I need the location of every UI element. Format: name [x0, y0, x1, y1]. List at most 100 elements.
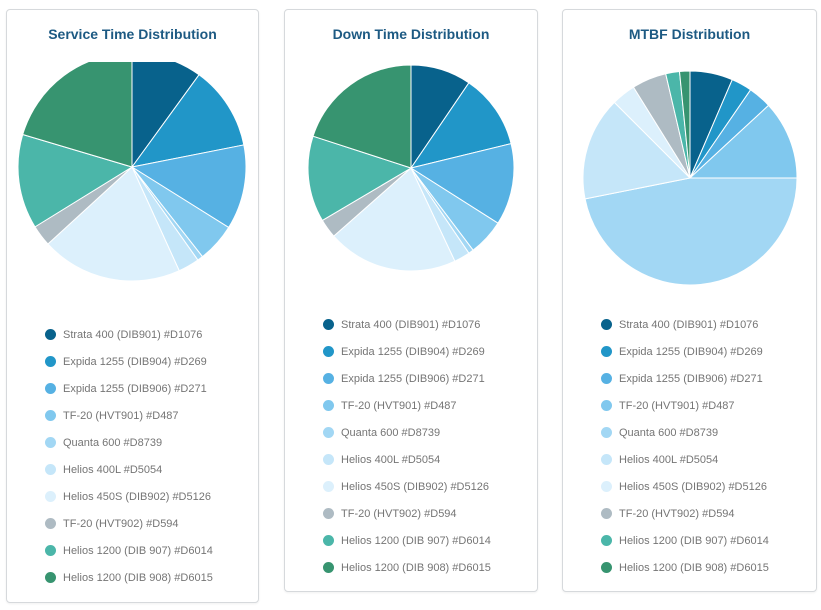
legend-item[interactable]: Helios 400L #D5054 [45, 456, 213, 483]
legend-swatch-icon [45, 383, 56, 394]
legend-item[interactable]: Helios 450S (DIB902) #D5126 [45, 483, 213, 510]
legend-item[interactable]: Expida 1255 (DIB904) #D269 [601, 338, 769, 365]
legend-label: Helios 1200 (DIB 908) #D6015 [619, 561, 769, 574]
pie-slice[interactable] [22, 62, 133, 168]
legend-label: TF-20 (HVT901) #D487 [63, 409, 179, 422]
pie-slice[interactable] [131, 62, 200, 169]
pie-slice[interactable] [333, 167, 456, 272]
service-time-pie [17, 62, 247, 282]
legend-item[interactable]: TF-20 (HVT902) #D594 [323, 500, 491, 527]
legend-item[interactable]: Expida 1255 (DIB906) #D271 [601, 365, 769, 392]
legend-swatch-icon [323, 535, 334, 546]
chart-title: MTBF Distribution [628, 26, 751, 42]
legend-item[interactable]: TF-20 (HVT901) #D487 [601, 392, 769, 419]
legend-swatch-icon [323, 427, 334, 438]
legend-swatch-icon [45, 356, 56, 367]
legend-swatch-icon [45, 545, 56, 556]
legend-item[interactable]: TF-20 (HVT902) #D594 [601, 500, 769, 527]
legend-swatch-icon [45, 572, 56, 583]
pie-slice[interactable] [312, 64, 412, 169]
legend-label: Expida 1255 (DIB906) #D271 [619, 372, 763, 385]
legend-item[interactable]: Helios 400L #D5054 [323, 446, 491, 473]
legend-item[interactable]: Expida 1255 (DIB904) #D269 [45, 348, 213, 375]
legend-item[interactable]: Strata 400 (DIB901) #D1076 [601, 311, 769, 338]
legend-item[interactable]: Strata 400 (DIB901) #D1076 [323, 311, 491, 338]
legend-swatch-icon [601, 454, 612, 465]
pie-slice[interactable] [307, 135, 413, 222]
legend-swatch-icon [323, 481, 334, 492]
down-time-pie [307, 64, 515, 272]
legend-label: TF-20 (HVT901) #D487 [619, 399, 735, 412]
legend-label: Expida 1255 (DIB904) #D269 [341, 345, 485, 358]
legend-label: Helios 450S (DIB902) #D5126 [63, 490, 211, 503]
pie-slice[interactable] [130, 74, 245, 168]
pie-slice[interactable] [582, 101, 692, 200]
legend-swatch-icon [45, 437, 56, 448]
legend-label: Strata 400 (DIB901) #D1076 [619, 318, 759, 331]
legend-item[interactable]: TF-20 (HVT901) #D487 [323, 392, 491, 419]
legend-item[interactable]: Helios 400L #D5054 [601, 446, 769, 473]
pie-slice[interactable] [17, 133, 134, 228]
legend-label: TF-20 (HVT902) #D594 [341, 507, 457, 520]
legend-item[interactable]: Helios 1200 (DIB 908) #D6015 [323, 554, 491, 581]
legend-swatch-icon [601, 346, 612, 357]
legend-label: Helios 1200 (DIB 907) #D6014 [341, 534, 491, 547]
legend-item[interactable]: Quanta 600 #D8739 [601, 419, 769, 446]
legend-label: Helios 400L #D5054 [619, 453, 719, 466]
legend-item[interactable]: Helios 1200 (DIB 908) #D6015 [601, 554, 769, 581]
mtbf-legend: Strata 400 (DIB901) #D1076 Expida 1255 (D… [601, 311, 769, 581]
legend-item[interactable]: Helios 450S (DIB902) #D5126 [323, 473, 491, 500]
legend-swatch-icon [45, 491, 56, 502]
legend-item[interactable]: Helios 1200 (DIB 907) #D6014 [601, 527, 769, 554]
legend-swatch-icon [601, 535, 612, 546]
legend-swatch-icon [601, 427, 612, 438]
legend-label: TF-20 (HVT902) #D594 [63, 517, 179, 530]
legend-swatch-icon [323, 454, 334, 465]
legend-label: Helios 1200 (DIB 907) #D6014 [619, 534, 769, 547]
service-time-card: Service Time Distribution Strata 400 (DI… [6, 9, 259, 603]
legend-item[interactable]: Helios 450S (DIB902) #D5126 [601, 473, 769, 500]
legend-swatch-icon [323, 346, 334, 357]
pie-slice[interactable] [130, 144, 247, 229]
pie-slice[interactable] [47, 166, 180, 282]
legend-item[interactable]: Helios 1200 (DIB 907) #D6014 [323, 527, 491, 554]
legend-item[interactable]: Strata 400 (DIB901) #D1076 [45, 321, 213, 348]
mtbf-card: MTBF Distribution Strata 400 (DIB901) #D… [562, 9, 817, 592]
pie-slice[interactable] [584, 177, 798, 286]
legend-item[interactable]: TF-20 (HVT902) #D594 [45, 510, 213, 537]
legend-label: TF-20 (HVT901) #D487 [341, 399, 457, 412]
legend-swatch-icon [323, 319, 334, 330]
legend-item[interactable]: Quanta 600 #D8739 [323, 419, 491, 446]
legend-item[interactable]: TF-20 (HVT901) #D487 [45, 402, 213, 429]
legend-label: Helios 1200 (DIB 907) #D6014 [63, 544, 213, 557]
legend-item[interactable]: Expida 1255 (DIB906) #D271 [45, 375, 213, 402]
pie-slice[interactable] [409, 143, 515, 224]
legend-label: Expida 1255 (DIB906) #D271 [63, 382, 207, 395]
legend-swatch-icon [601, 373, 612, 384]
legend-swatch-icon [601, 481, 612, 492]
legend-item[interactable]: Helios 1200 (DIB 908) #D6015 [45, 564, 213, 591]
legend-label: Expida 1255 (DIB904) #D269 [63, 355, 207, 368]
pie-slice[interactable] [678, 70, 691, 179]
legend-swatch-icon [45, 518, 56, 529]
legend-label: Quanta 600 #D8739 [63, 436, 163, 449]
legend-swatch-icon [601, 508, 612, 519]
down-time-card: Down Time Distribution Strata 400 (DIB90… [284, 9, 538, 592]
legend-label: Quanta 600 #D8739 [341, 426, 441, 439]
legend-label: Helios 1200 (DIB 908) #D6015 [341, 561, 491, 574]
legend-item[interactable]: Quanta 600 #D8739 [45, 429, 213, 456]
legend-label: TF-20 (HVT902) #D594 [619, 507, 735, 520]
mtbf-pie [582, 70, 798, 286]
legend-label: Expida 1255 (DIB906) #D271 [341, 372, 485, 385]
pie-slice[interactable] [409, 82, 512, 169]
legend-label: Helios 1200 (DIB 908) #D6015 [63, 571, 213, 584]
legend-item[interactable]: Expida 1255 (DIB906) #D271 [323, 365, 491, 392]
chart-title: Service Time Distribution [48, 26, 217, 42]
pie-slice[interactable] [688, 104, 798, 179]
legend-item[interactable]: Expida 1255 (DIB904) #D269 [323, 338, 491, 365]
legend-swatch-icon [601, 319, 612, 330]
legend-swatch-icon [323, 373, 334, 384]
legend-item[interactable]: Helios 1200 (DIB 907) #D6014 [45, 537, 213, 564]
legend-label: Expida 1255 (DIB904) #D269 [619, 345, 763, 358]
chart-title: Down Time Distribution [332, 26, 490, 42]
